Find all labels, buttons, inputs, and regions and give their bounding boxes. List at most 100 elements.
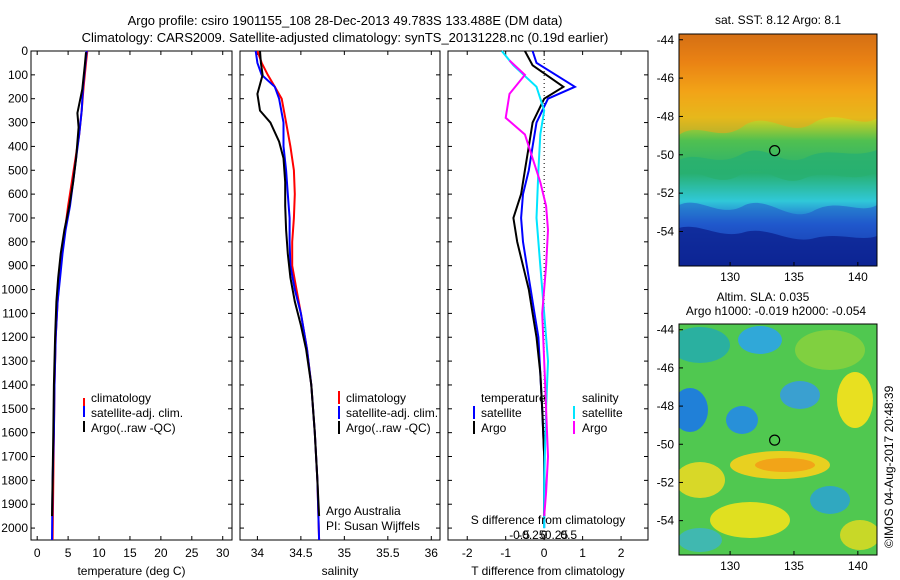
x-tick-label: 35.5 — [376, 546, 400, 560]
figure-title-line2: Climatology: CARS2009. Satellite-adjuste… — [82, 30, 609, 45]
x-tick-label: 35 — [338, 546, 352, 560]
depth-axis: 0 100 200 300 400 500 600 700 800 900 1000 1100 1200… — [1, 44, 28, 535]
x-tick-label: 140 — [848, 559, 868, 573]
depth-tick-label: 1200 — [1, 330, 28, 344]
temperature-legend: climatology satellite-adj. clim. Argo(..… — [83, 391, 183, 435]
x-tick-label: -2 — [462, 546, 473, 560]
y-tick-label: -44 — [657, 33, 675, 47]
sst-map-axes: 130 135 140 -54 -52 -50 -48 -46 -44 — [657, 33, 869, 284]
figure-title-line1: Argo profile: csiro 1901155_108 28-Dec-2… — [128, 13, 563, 28]
x-tick-label: 2 — [618, 546, 625, 560]
series-line — [256, 50, 321, 517]
depth-tick-label: 400 — [8, 139, 28, 153]
depth-tick-label: 2000 — [1, 521, 28, 535]
s-tick-label: 0.25 — [545, 528, 569, 542]
y-tick-label: -44 — [657, 323, 675, 337]
depth-tick-label: 1100 — [2, 306, 28, 320]
x-axis-label: temperature (deg C) — [77, 564, 185, 578]
plot-frame — [239, 50, 441, 541]
x-tick-label: 20 — [154, 546, 168, 560]
legend-climatology: climatology — [91, 391, 151, 405]
x-tick-label: 34 — [251, 546, 265, 560]
x-tick-label: 135 — [784, 559, 804, 573]
sla-map-title-line1: Altim. SLA: 0.035 — [717, 290, 810, 304]
y-tick-label: -52 — [657, 186, 675, 200]
depth-tick-label: 300 — [8, 116, 28, 130]
difference-legend: temperature satellite Argo salinity sate… — [471, 391, 626, 527]
x-axis-label: salinity — [322, 564, 359, 578]
depth-tick-label: 1000 — [1, 283, 28, 297]
legend-temp-argo: Argo — [481, 421, 507, 435]
x-tick-label: 130 — [720, 270, 740, 284]
depth-tick-label: 1800 — [1, 473, 28, 487]
sla-map-title-line2: Argo h1000: -0.019 h2000: -0.054 — [686, 304, 866, 318]
y-tick-label: -54 — [657, 514, 675, 528]
s-tick-label: 0.5 — [560, 528, 577, 542]
x-tick-label: 130 — [720, 559, 740, 573]
difference-panel: -2 -1 0 1 2 T difference from climatology -0.5… — [447, 50, 649, 578]
plot-frame — [447, 50, 649, 541]
plot-frame — [30, 50, 233, 541]
series-line — [51, 52, 87, 517]
depth-tick-label: 1300 — [1, 354, 28, 368]
legend-satellite: satellite-adj. clim. — [346, 406, 438, 420]
y-tick-label: -50 — [657, 437, 675, 451]
depth-tick-label: 200 — [8, 92, 28, 106]
x-tick-label: 1 — [579, 546, 586, 560]
y-tick-label: -54 — [657, 224, 675, 238]
y-tick-label: -46 — [657, 361, 675, 375]
y-tick-label: -52 — [657, 475, 675, 489]
legend-argo: Argo(..raw -QC) — [346, 421, 431, 435]
x-tick-label: -1 — [500, 546, 511, 560]
temperature-panel: 0 5 10 15 20 25 30 temperature (deg C) — [30, 50, 233, 578]
x-tick-label: 135 — [784, 270, 804, 284]
legend-argo: Argo(..raw -QC) — [91, 421, 176, 435]
legend-temp-satellite: satellite — [481, 406, 522, 420]
x-tick-label: 25 — [185, 546, 199, 560]
y-tick-label: -50 — [657, 148, 675, 162]
sla-map-axes: 130 135 140 -54 -52 -50 -48 -46 -44 — [657, 323, 869, 573]
depth-tick-label: 1600 — [1, 426, 28, 440]
y-tick-label: -48 — [657, 399, 675, 413]
legend-climatology: climatology — [346, 391, 406, 405]
legend-sal-argo: Argo — [582, 421, 608, 435]
y-tick-label: -46 — [657, 71, 675, 85]
series-line — [501, 50, 550, 529]
sst-map-title: sat. SST: 8.12 Argo: 8.1 — [715, 13, 841, 27]
series-line — [256, 50, 321, 541]
x-tick-label: 0 — [541, 546, 548, 560]
salinity-legend: climatology satellite-adj. clim. Argo(..… — [326, 391, 438, 533]
depth-tick-label: 600 — [8, 187, 28, 201]
x-tick-label: 30 — [216, 546, 230, 560]
legend-satellite: satellite-adj. clim. — [91, 406, 183, 420]
depth-tick-label: 1500 — [1, 402, 28, 416]
s-tick-label: -0.5 — [509, 528, 530, 542]
depth-tick-label: 100 — [8, 68, 28, 82]
series-line — [504, 59, 550, 517]
argo-location-marker — [769, 434, 781, 446]
s-difference-label: S difference from climatology — [471, 513, 626, 527]
x-tick-label: 140 — [848, 270, 868, 284]
sla-map: Altim. SLA: 0.035 Argo h1000: -0.019 h20… — [657, 290, 878, 573]
depth-tick-label: 900 — [8, 259, 28, 273]
y-tick-label: -48 — [657, 109, 675, 123]
depth-tick-label: 500 — [8, 163, 28, 177]
annotation-pi: PI: Susan Wijffels — [326, 519, 420, 533]
depth-tick-label: 0 — [21, 44, 28, 58]
annotation-argo-australia: Argo Australia — [326, 504, 401, 518]
s-tick-label: -0.25 — [518, 528, 546, 542]
depth-tick-label: 800 — [8, 235, 28, 249]
depth-tick-label: 1400 — [1, 378, 28, 392]
legend-sal-satellite: satellite — [582, 406, 623, 420]
series-line — [512, 50, 566, 517]
legend-temperature-title: temperature — [481, 391, 546, 405]
x-tick-label: 15 — [123, 546, 137, 560]
x-tick-label: 0 — [34, 546, 41, 560]
sst-map: sat. SST: 8.12 Argo: 8.1 130 135 140 -54 -52… — [657, 13, 878, 284]
imos-watermark: ©IMOS 04-Aug-2017 20:48:39 — [882, 385, 896, 548]
salinity-panel: 34 34.5 35 35.5 36 salinity — [239, 50, 441, 578]
x-tick-label: 10 — [92, 546, 106, 560]
depth-tick-label: 1900 — [1, 497, 28, 511]
x-tick-label: 36 — [425, 546, 439, 560]
